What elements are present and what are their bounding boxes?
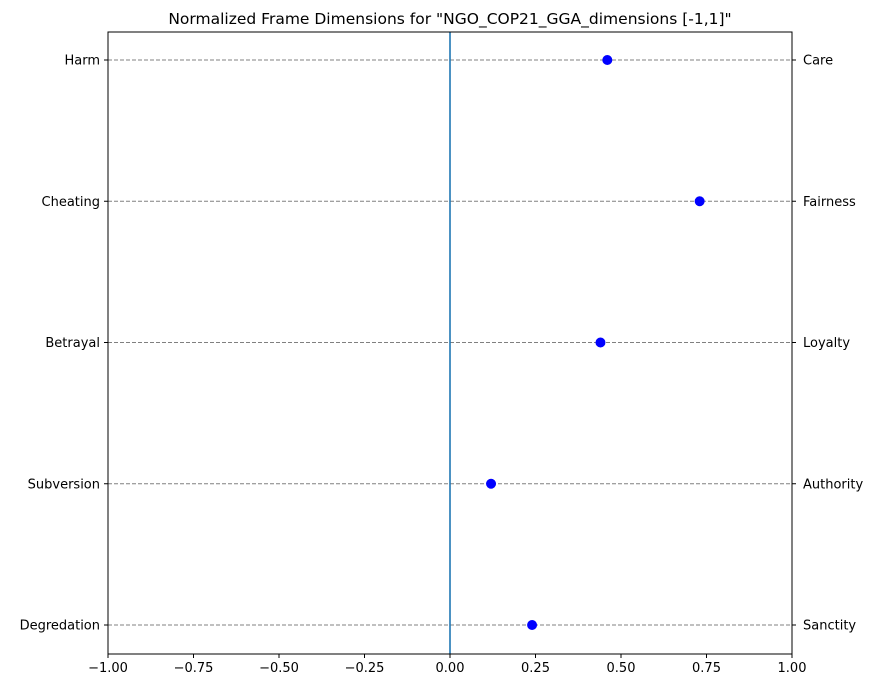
- x-tick-label: 0.75: [692, 661, 721, 676]
- left-category-label: Betrayal: [45, 336, 100, 351]
- right-category-label: Loyalty: [803, 336, 850, 351]
- x-tick-label: 0.50: [607, 661, 636, 676]
- x-tick-label: 0.25: [521, 661, 550, 676]
- data-point: [595, 337, 606, 348]
- right-category-label: Care: [803, 54, 833, 69]
- x-tick-label: −0.75: [174, 661, 214, 676]
- left-category-label: Cheating: [42, 195, 100, 210]
- x-tick-label: −0.50: [259, 661, 299, 676]
- left-category-label: Harm: [64, 54, 100, 69]
- left-category-label: Subversion: [28, 477, 100, 492]
- data-points: [486, 55, 705, 630]
- right-category-label: Sanctity: [803, 619, 856, 634]
- x-tick-label: −1.00: [88, 661, 128, 676]
- right-category-label: Fairness: [803, 195, 856, 210]
- left-category-label: Degredation: [20, 619, 100, 634]
- x-axis-ticks: −1.00 −0.75 −0.50 −0.25 0.00 0.25 0.50 0.75 1.00: [88, 654, 806, 676]
- x-tick-label: −0.25: [345, 661, 385, 676]
- data-point: [486, 478, 497, 489]
- data-point: [694, 196, 705, 207]
- data-point: [527, 620, 538, 630]
- chart-title: Normalized Frame Dimensions for "NGO_COP…: [168, 10, 731, 29]
- right-category-label: Authority: [803, 477, 863, 492]
- x-tick-label: 1.00: [778, 661, 807, 676]
- data-point: [602, 55, 613, 65]
- right-category-labels: Care Fairness Loyalty Authority Sanctity: [792, 54, 863, 634]
- x-tick-label: 0.00: [436, 661, 465, 676]
- left-category-labels: Harm Cheating Betrayal Subversion Degredatio…: [20, 54, 108, 634]
